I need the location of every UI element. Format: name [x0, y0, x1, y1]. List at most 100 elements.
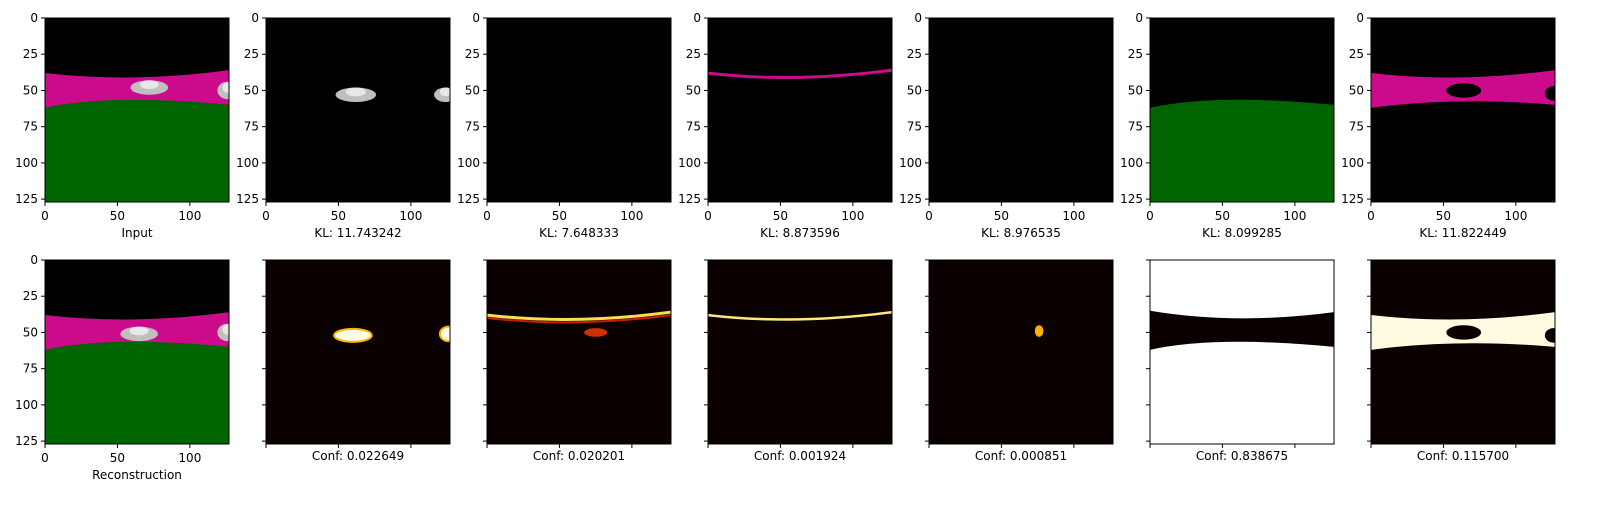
panel-image [929, 260, 1113, 444]
x-tick-label: 100 [399, 209, 422, 223]
ground-region [45, 341, 229, 444]
panel-0-0: 0 50 100 0 25 50 75 100 125 Input [15, 11, 230, 240]
y-tick-label: 100 [236, 156, 259, 170]
y-tick-label: 75 [244, 120, 259, 134]
x-tick-label: 50 [110, 451, 125, 465]
panel-1-5: Conf: 0.838675 [1146, 259, 1335, 463]
y-tick-label: 50 [23, 325, 38, 339]
hot-car-edge [438, 325, 450, 343]
car-roof [129, 326, 149, 336]
y-tick-label: 75 [23, 120, 38, 134]
car-hole [1446, 83, 1482, 98]
y-tick-label: 25 [1349, 47, 1364, 61]
y-tick-label: 125 [1341, 192, 1364, 206]
warm-edge [487, 314, 671, 324]
x-tick-label: 100 [178, 451, 201, 465]
panel-label: KL: 7.648333 [539, 226, 619, 240]
axes-frame [707, 259, 893, 445]
x-tick-label: 50 [994, 209, 1009, 223]
y-tick-label: 100 [1120, 156, 1143, 170]
x-tick-label: 0 [41, 209, 49, 223]
y-tick-label: 50 [23, 83, 38, 97]
y-tick-label: 100 [899, 156, 922, 170]
axes-frame [1149, 17, 1335, 203]
axes-frame [265, 259, 451, 445]
panel-image [45, 260, 229, 444]
car-roof [139, 80, 159, 89]
y-tick-label: 50 [465, 83, 480, 97]
panel-1-0: 0 50 100 0 25 50 75 100 125 Reconstruction [15, 253, 230, 482]
y-tick-label: 50 [907, 83, 922, 97]
panel-label: KL: 8.976535 [981, 226, 1061, 240]
hot-edge [487, 310, 671, 321]
y-tick-label: 125 [15, 434, 38, 448]
car-hole [1446, 325, 1482, 340]
image-background [708, 260, 892, 444]
x-tick-label: 0 [704, 209, 712, 223]
x-tick-label: 100 [178, 209, 201, 223]
y-tick-label: 100 [457, 156, 480, 170]
x-tick-label: 100 [1062, 209, 1085, 223]
panel-0-4: 0 50 100 0 25 50 75 100 125 KL: 8.976535 [899, 11, 1114, 240]
y-tick-label: 25 [23, 47, 38, 61]
y-tick-label: 125 [1120, 192, 1143, 206]
panel-label: Conf: 0.001924 [754, 449, 846, 463]
x-tick-label: 50 [1215, 209, 1230, 223]
axes-frame [486, 259, 672, 445]
panel-1-6: Conf: 0.115700 [1367, 259, 1556, 463]
image-background [487, 260, 671, 444]
x-tick-label: 0 [925, 209, 933, 223]
hot-spot [1034, 325, 1044, 337]
y-tick-label: 75 [686, 120, 701, 134]
panel-image [708, 18, 892, 202]
axes-frame [265, 17, 451, 203]
panel-1-4: Conf: 0.000851 [925, 259, 1114, 463]
y-tick-label: 0 [1356, 11, 1364, 25]
panel-1-3: Conf: 0.001924 [704, 259, 893, 463]
panel-image [45, 18, 229, 202]
y-tick-label: 0 [693, 11, 701, 25]
x-tick-label: 100 [1504, 209, 1527, 223]
hot-car [333, 327, 373, 343]
y-tick-label: 50 [1128, 83, 1143, 97]
x-tick-label: 50 [110, 209, 125, 223]
panel-label: KL: 11.743242 [314, 226, 401, 240]
car-edge-roof [222, 324, 229, 335]
y-tick-label: 75 [907, 120, 922, 134]
x-tick-label: 0 [1367, 209, 1375, 223]
hot-edge [708, 310, 892, 321]
panel-image [1150, 18, 1334, 202]
panel-label: Conf: 0.020201 [533, 449, 625, 463]
y-tick-label: 25 [465, 47, 480, 61]
image-background [1371, 260, 1555, 444]
axes-frame [928, 259, 1114, 445]
panel-0-6: 0 50 100 0 25 50 75 100 125 KL: 11.822449 [1341, 11, 1556, 240]
y-tick-label: 100 [15, 156, 38, 170]
car-edge-roof [222, 82, 229, 93]
image-background [708, 18, 892, 202]
axes-frame [707, 17, 893, 203]
y-tick-label: 25 [1128, 47, 1143, 61]
y-tick-label: 25 [23, 289, 38, 303]
y-tick-label: 0 [1135, 11, 1143, 25]
panel-0-5: 0 50 100 0 25 50 75 100 125 KL: 8.099285 [1120, 11, 1335, 240]
x-tick-label: 0 [41, 451, 49, 465]
panel-label: KL: 11.822449 [1419, 226, 1506, 240]
warm-spot [584, 328, 608, 337]
y-tick-label: 25 [907, 47, 922, 61]
panel-image [266, 260, 450, 444]
panel-label: Input [121, 226, 152, 240]
panel-label: Conf: 0.115700 [1417, 449, 1509, 463]
y-tick-label: 125 [457, 192, 480, 206]
y-tick-label: 75 [1349, 120, 1364, 134]
y-tick-label: 75 [23, 362, 38, 376]
ground-region [45, 99, 229, 202]
panel-label: KL: 8.099285 [1202, 226, 1282, 240]
panel-1-2: Conf: 0.020201 [483, 259, 672, 463]
axes-frame [1149, 259, 1335, 445]
panel-image [1371, 18, 1555, 202]
y-tick-label: 0 [472, 11, 480, 25]
y-tick-label: 100 [678, 156, 701, 170]
y-tick-label: 125 [678, 192, 701, 206]
